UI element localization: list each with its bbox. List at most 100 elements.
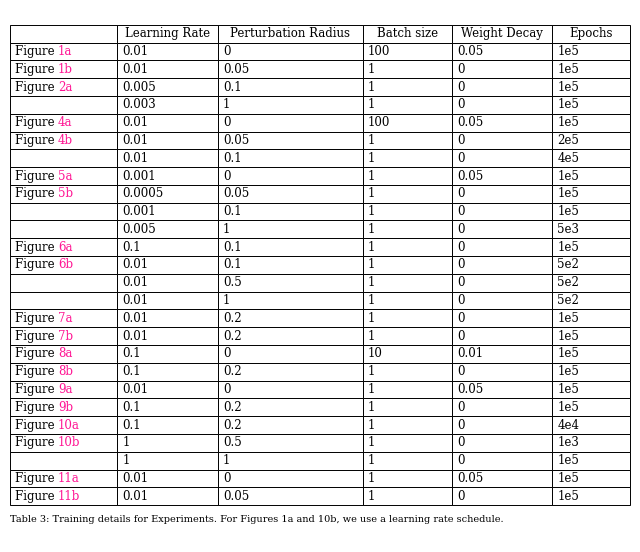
Text: 0.2: 0.2 [223, 312, 241, 325]
Text: Figure: Figure [15, 365, 58, 378]
Bar [552, 78, 630, 96]
Bar [218, 363, 363, 380]
Text: 0.01: 0.01 [457, 347, 483, 360]
Bar [10, 150, 117, 167]
Bar [552, 114, 630, 131]
Bar [452, 470, 552, 487]
Bar [452, 310, 552, 327]
Text: 0.1: 0.1 [223, 241, 241, 254]
Text: 4e5: 4e5 [557, 152, 579, 164]
Bar [117, 167, 218, 185]
Text: 8b: 8b [58, 365, 73, 378]
Text: 1e5: 1e5 [557, 383, 579, 396]
Bar [218, 487, 363, 505]
Text: 11b: 11b [58, 490, 81, 503]
Text: 1: 1 [122, 454, 130, 467]
Bar [117, 96, 218, 114]
Bar [117, 25, 218, 43]
Bar [552, 345, 630, 363]
Text: 1e5: 1e5 [557, 205, 579, 218]
Text: Figure: Figure [15, 401, 58, 414]
Bar [218, 185, 363, 203]
Text: Perturbation Radius: Perturbation Radius [230, 27, 350, 40]
Text: 0: 0 [457, 294, 465, 307]
Bar [117, 452, 218, 470]
Bar [10, 96, 117, 114]
Bar [363, 470, 452, 487]
Text: Figure: Figure [15, 45, 58, 58]
Text: 0: 0 [457, 81, 465, 94]
Bar [552, 327, 630, 345]
Bar [552, 487, 630, 505]
Text: 6b: 6b [58, 258, 73, 272]
Text: 0.2: 0.2 [223, 418, 241, 432]
Text: 1b: 1b [58, 63, 73, 76]
Text: 0.01: 0.01 [122, 312, 148, 325]
Text: 100: 100 [368, 45, 390, 58]
Bar [552, 43, 630, 60]
Text: 2a: 2a [58, 81, 72, 94]
Bar [363, 256, 452, 274]
Text: 0: 0 [457, 312, 465, 325]
Text: 0.1: 0.1 [122, 347, 141, 360]
Bar [552, 274, 630, 291]
Text: 1: 1 [122, 436, 130, 449]
Bar [218, 256, 363, 274]
Bar [117, 256, 218, 274]
Bar [552, 310, 630, 327]
Bar [552, 399, 630, 416]
Bar [10, 78, 117, 96]
Bar [452, 416, 552, 434]
Text: 1: 1 [223, 454, 230, 467]
Bar [10, 185, 117, 203]
Bar [117, 399, 218, 416]
Text: Figure: Figure [15, 472, 58, 485]
Bar [117, 43, 218, 60]
Text: 0.01: 0.01 [122, 152, 148, 164]
Bar [10, 43, 117, 60]
Text: 1: 1 [368, 152, 375, 164]
Text: 0: 0 [457, 330, 465, 343]
Text: 0: 0 [457, 490, 465, 503]
Bar [452, 96, 552, 114]
Bar [363, 78, 452, 96]
Text: Epochs: Epochs [570, 27, 613, 40]
Text: Batch size: Batch size [377, 27, 438, 40]
Text: 1: 1 [368, 454, 375, 467]
Text: 5b: 5b [58, 187, 73, 200]
Bar [10, 434, 117, 452]
Text: 0.01: 0.01 [122, 383, 148, 396]
Bar [552, 380, 630, 399]
Text: 0.01: 0.01 [122, 472, 148, 485]
Bar [363, 167, 452, 185]
Text: Figure: Figure [15, 490, 58, 503]
Text: 1: 1 [368, 490, 375, 503]
Text: 0.0005: 0.0005 [122, 187, 164, 200]
Bar [117, 470, 218, 487]
Text: 1e5: 1e5 [557, 169, 579, 183]
Bar [452, 78, 552, 96]
Bar [218, 203, 363, 220]
Text: 6a: 6a [58, 241, 72, 254]
Text: 1: 1 [368, 472, 375, 485]
Bar [10, 345, 117, 363]
Text: 0.1: 0.1 [122, 365, 141, 378]
Bar [452, 114, 552, 131]
Bar [363, 60, 452, 78]
Text: 10: 10 [368, 347, 383, 360]
Text: 0.005: 0.005 [122, 223, 156, 236]
Bar [452, 150, 552, 167]
Text: 0: 0 [457, 418, 465, 432]
Text: 1e5: 1e5 [557, 241, 579, 254]
Text: 0.2: 0.2 [223, 365, 241, 378]
Bar [10, 291, 117, 310]
Text: 0.1: 0.1 [122, 418, 141, 432]
Text: 1e5: 1e5 [557, 63, 579, 76]
Bar [218, 345, 363, 363]
Bar [117, 150, 218, 167]
Text: 0: 0 [223, 45, 230, 58]
Text: 1e5: 1e5 [557, 98, 579, 112]
Bar [452, 167, 552, 185]
Text: 0: 0 [457, 454, 465, 467]
Bar [452, 60, 552, 78]
